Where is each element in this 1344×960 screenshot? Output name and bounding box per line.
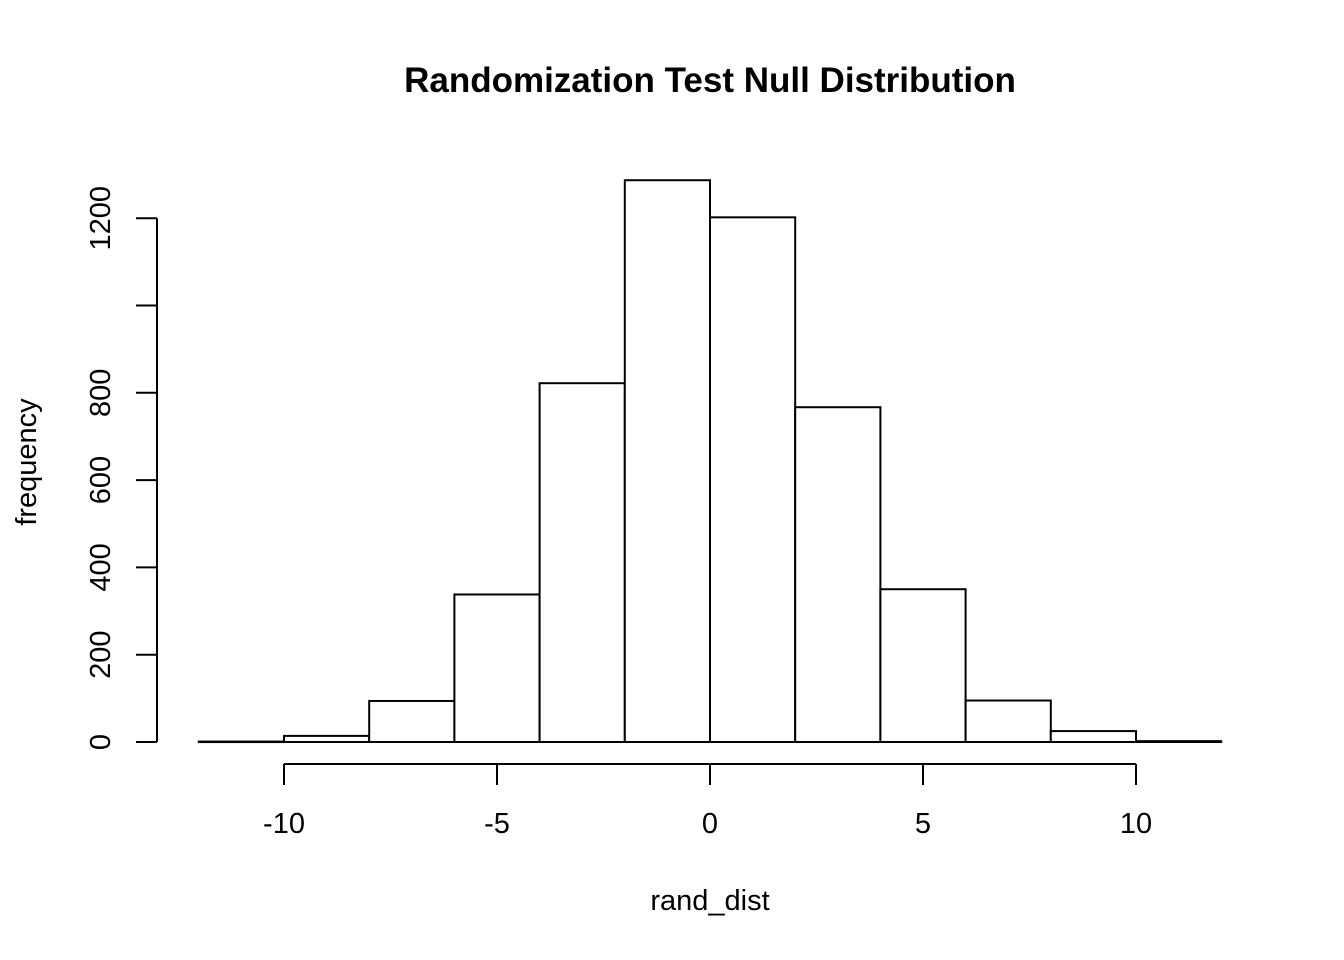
- x-tick-label: 5: [915, 808, 931, 840]
- histogram-bar: [879, 588, 967, 743]
- histogram-bar: [709, 216, 797, 743]
- x-axis: -10 -5 0 5 10: [263, 763, 1152, 840]
- y-tick-label: 800: [85, 369, 117, 417]
- x-axis-label: rand_dist: [650, 885, 769, 917]
- histogram-bar: [283, 734, 371, 743]
- y-tick-label: 200: [85, 631, 117, 679]
- histogram-bars: [197, 179, 1223, 744]
- histogram-bar: [623, 179, 711, 744]
- y-axis-label: frequency: [11, 398, 43, 526]
- histogram-bar: [197, 740, 285, 744]
- histogram-bar: [1049, 730, 1138, 744]
- x-tick-label: -10: [263, 808, 305, 840]
- histogram-bar: [538, 382, 626, 743]
- histogram-bar: [964, 699, 1052, 743]
- y-tick-label: 0: [85, 734, 117, 750]
- histogram-bar: [794, 406, 882, 743]
- y-axis: 0 200 400 600 800 1200: [85, 186, 158, 750]
- histogram-bar: [1135, 740, 1223, 744]
- x-tick-label: 0: [702, 808, 718, 840]
- chart-title: Randomization Test Null Distribution: [404, 61, 1016, 100]
- y-tick-label: 1200: [85, 186, 117, 251]
- histogram-bar: [453, 593, 541, 744]
- x-tick-label: -5: [484, 808, 510, 840]
- x-tick-label: 10: [1120, 808, 1152, 840]
- histogram-bar: [368, 699, 456, 743]
- y-tick-label: 400: [85, 543, 117, 591]
- y-tick-label: 600: [85, 456, 117, 504]
